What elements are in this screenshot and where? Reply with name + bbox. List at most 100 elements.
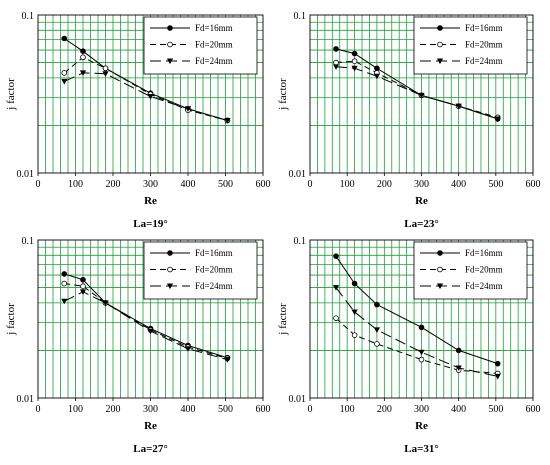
data-point (351, 65, 358, 72)
series-line (335, 317, 498, 374)
legend: Fd=16mm Fd=20mm Fd=24mm (413, 16, 528, 75)
legend-marker (167, 266, 173, 273)
legend-marker (437, 250, 443, 256)
y-tick-label: 0.1 (294, 11, 307, 22)
x-tick-label: 0 (36, 404, 41, 415)
data-point (332, 285, 340, 291)
chart-panel-4: 0 100 200 300 400 500 600 0.01 0.1 Re j factor La=3… (277, 236, 541, 455)
data-point (373, 73, 380, 80)
y-tick-label: 0.01 (289, 394, 307, 405)
chart-panel-3: 0 100 200 300 400 500 600 0.01 0.1 Re j factor La=2… (5, 236, 271, 455)
x-tick-label: 500 (488, 179, 503, 190)
data-point (333, 253, 339, 259)
data-point (494, 116, 501, 122)
data-point (80, 283, 86, 290)
legend-marker (436, 283, 444, 290)
data-point (61, 280, 68, 287)
series-line (335, 255, 498, 365)
y-axis-title: j factor (5, 78, 17, 111)
data-point (374, 301, 380, 308)
data-point (224, 357, 231, 363)
x-tick-label: 600 (256, 404, 271, 415)
x-tick-label: 300 (143, 404, 158, 415)
chart-panel-1: 0 100 200 300 400 500 600 0.01 0.1 Re j factor La=1… (5, 11, 271, 230)
data-point (455, 347, 462, 354)
chart-caption: La=27° (133, 443, 168, 455)
y-tick-label: 0.1 (294, 236, 307, 247)
x-tick-label: 500 (218, 404, 233, 415)
data-point (333, 315, 339, 321)
series-Fd=24mm (332, 285, 501, 380)
x-axis-title: Re (144, 195, 157, 207)
x-tick-label: 200 (377, 179, 392, 190)
x-tick-label: 300 (143, 179, 158, 190)
legend-label: Fd=24mm (465, 56, 503, 66)
legend-marker (166, 58, 174, 65)
data-point (332, 64, 340, 70)
x-tick-label: 100 (340, 404, 355, 415)
legend-label: Fd=16mm (465, 248, 503, 258)
series-line (335, 60, 498, 118)
data-point (418, 324, 425, 331)
data-point (333, 46, 339, 52)
y-axis-title: j factor (277, 303, 289, 336)
series-line (64, 283, 228, 359)
y-axis-title: j factor (277, 78, 289, 111)
x-tick-label: 100 (340, 179, 355, 190)
data-point (351, 309, 358, 316)
chart-caption: La=31° (404, 443, 439, 455)
legend-label: Fd=24mm (465, 281, 503, 291)
series-line (64, 72, 228, 121)
data-point (418, 349, 425, 356)
x-tick-label: 200 (106, 179, 121, 190)
legend-marker (437, 266, 443, 273)
legend-label: Fd=20mm (465, 265, 503, 275)
x-tick-label: 500 (218, 179, 233, 190)
chart-caption: La=23° (404, 218, 439, 230)
chart-panel-2: 0 100 200 300 400 500 600 0.01 0.1 Re j factor La=2… (277, 11, 541, 230)
data-point (61, 70, 68, 76)
legend-label: Fd=20mm (195, 265, 233, 275)
data-point (224, 117, 231, 124)
y-tick-label: 0.1 (22, 11, 35, 22)
x-axis-title: Re (144, 420, 157, 432)
x-tick-label: 0 (308, 404, 313, 415)
series-Fd=24mm (332, 64, 501, 122)
data-point (418, 356, 425, 363)
y-tick-label: 0.01 (289, 169, 307, 180)
data-point (61, 298, 68, 305)
x-tick-label: 500 (488, 404, 503, 415)
data-point (102, 300, 109, 306)
data-point (455, 365, 462, 372)
legend: Fd=16mm Fd=20mm Fd=24mm (143, 16, 258, 75)
data-point (418, 92, 425, 99)
legend-label: Fd=24mm (195, 56, 233, 66)
data-point (147, 94, 154, 100)
data-point (80, 54, 86, 61)
legend: Fd=16mm Fd=20mm Fd=24mm (143, 241, 258, 300)
data-point (102, 65, 109, 72)
series-line (64, 273, 228, 359)
legend-box (143, 16, 258, 75)
series-Fd=16mm (333, 253, 501, 367)
x-tick-label: 100 (68, 404, 83, 415)
series-line (63, 56, 228, 121)
x-tick-label: 400 (181, 404, 196, 415)
data-point (374, 341, 380, 347)
series-Fd=24mm (61, 289, 231, 363)
legend-label: Fd=24mm (195, 281, 233, 291)
legend-box (413, 241, 528, 300)
legend-marker (167, 25, 173, 31)
data-point (147, 328, 154, 335)
x-tick-label: 0 (308, 179, 313, 190)
x-tick-label: 200 (377, 404, 392, 415)
legend: Fd=16mm Fd=20mm Fd=24mm (413, 241, 528, 300)
legend-marker (436, 58, 444, 65)
x-axis-title: Re (415, 420, 428, 432)
series-line (335, 66, 498, 120)
legend-marker (167, 41, 173, 48)
series-line (335, 287, 498, 377)
data-point (184, 346, 192, 352)
data-point (61, 271, 68, 277)
legend-marker (166, 283, 174, 290)
